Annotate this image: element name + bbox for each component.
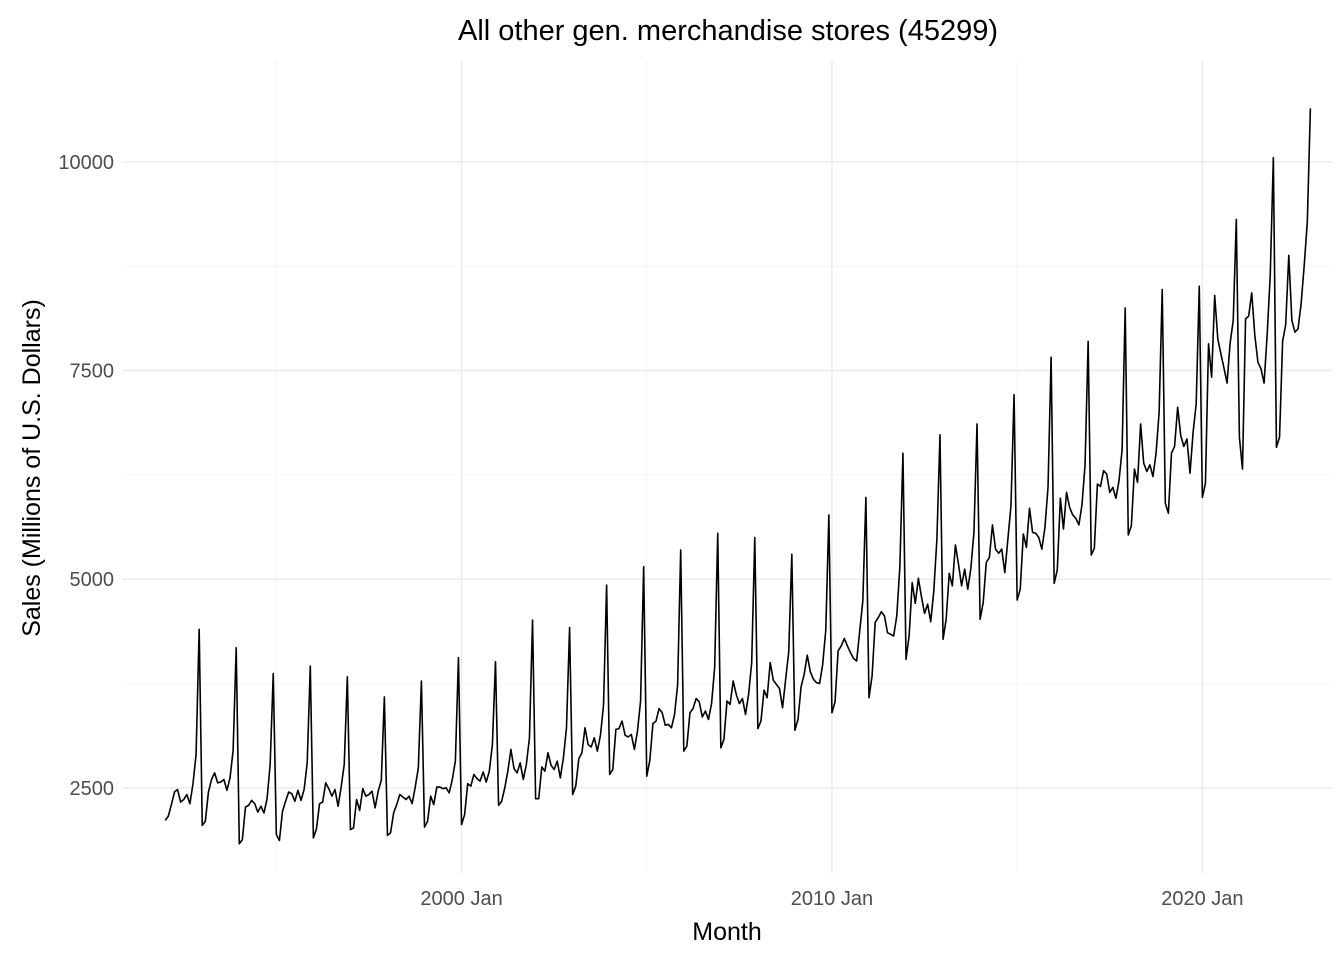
x-axis-ticks: 2000 Jan 2010 Jan 2020 Jan: [420, 888, 1243, 910]
x-axis-title: Month: [692, 918, 761, 946]
chart-title: All other gen. merchandise stores (45299…: [458, 15, 998, 47]
y-tick-label: 2500: [70, 778, 115, 800]
y-tick-label: 5000: [70, 569, 115, 591]
sales-series-line: [164, 108, 1312, 845]
y-axis-ticks: 2500 5000 7500 10000: [58, 152, 114, 800]
x-tick-label: 2010 Jan: [791, 888, 873, 910]
y-tick-label: 7500: [70, 361, 115, 383]
y-axis-title: Sales (Millions of U.S. Dollars): [18, 299, 46, 637]
x-tick-label: 2020 Jan: [1161, 888, 1243, 910]
series-layer: [164, 108, 1312, 845]
x-tick-label: 2000 Jan: [420, 888, 502, 910]
y-tick-label: 10000: [58, 152, 114, 174]
